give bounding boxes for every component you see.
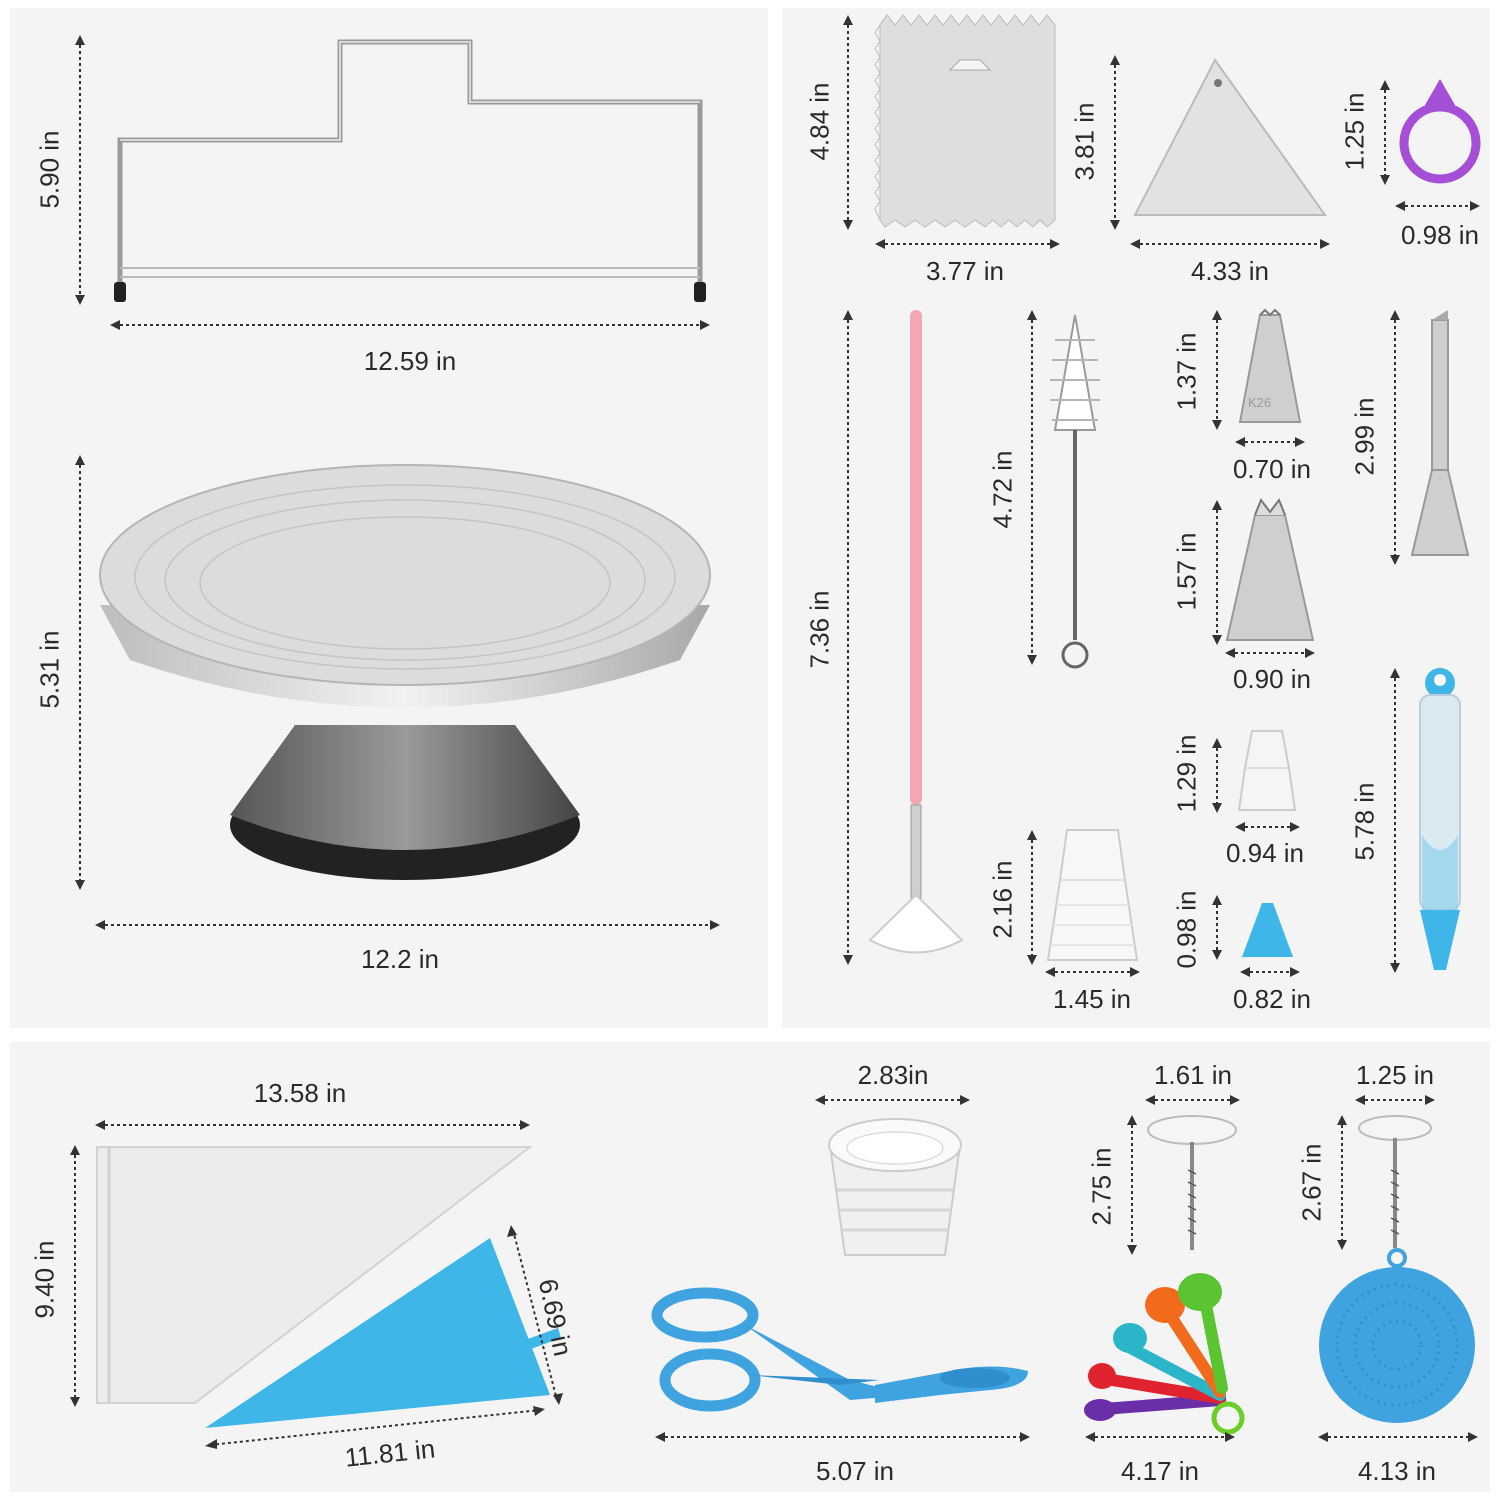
ring-width-label: 0.98 in [1400,220,1480,250]
rect-scraper-height-label: 4.84 in [804,82,835,161]
flower-nail-small-height-label: 2.67 in [1296,1143,1327,1222]
disposable-bag-width-label: 13.58 in [253,1078,347,1108]
dimension-line-horizontal [815,1095,970,1105]
dimension-line-horizontal [95,1120,530,1130]
silicone-scrubber-width-label: 4.13 in [1357,1456,1437,1486]
dimension-line-vertical [1127,1115,1137,1255]
dimension-line-vertical [1212,738,1222,813]
dimension-line-vertical [70,1145,80,1407]
ring-height-label: 1.25 in [1339,92,1370,171]
dimension-line-vertical [1110,55,1120,230]
triangle-scraper-image [1133,58,1327,216]
dimension-line-horizontal [655,1432,1030,1442]
dimension-line-horizontal [1085,1432,1235,1442]
dimension-line-vertical [843,15,853,230]
fan-brush-height-label: 7.36 in [804,590,835,669]
dimension-line-diagonal [507,1225,563,1405]
dimension-line-horizontal [1130,239,1330,249]
dimension-line-horizontal [1355,1095,1435,1105]
disposable-bag-height-label: 9.40 in [29,1240,60,1319]
turntable-height-label: 5.31 in [34,630,65,709]
flower-nail-large-image [1147,1115,1237,1250]
blue-cone-height-label: 0.98 in [1171,890,1202,969]
cupcake-liners-width-label: 2.83in [857,1060,929,1090]
dimension-line-horizontal [1145,1095,1240,1105]
dimension-line-horizontal [875,239,1060,249]
dimension-line-vertical [1212,500,1222,645]
small-coupler-image [1237,730,1297,811]
rect-scraper-width-label: 3.77 in [925,256,1005,286]
small-coupler-width-label: 0.94 in [1225,838,1305,868]
silicone-scrubber-image [1319,1248,1475,1423]
ring-image [1399,79,1481,184]
measuring-spoons-width-label: 4.17 in [1120,1456,1200,1486]
triangle-scraper-height-label: 3.81 in [1069,102,1100,181]
turntable-image [99,464,711,880]
disposable-bag-image [96,1146,533,1404]
tip-k26-width-label: 0.70 in [1232,454,1312,484]
flower-nail-large-height-label: 2.75 in [1086,1147,1117,1226]
silicone-bag-image [205,1238,561,1428]
dimension-line-diagonal [205,1406,545,1449]
fan-brush-image [868,310,964,954]
rect-scraper-image [874,14,1056,228]
blue-cone-image [1242,903,1293,957]
dimension-line-horizontal [110,320,710,330]
scissors-image [651,1287,1028,1412]
tip-russian-image [1225,497,1315,641]
dimension-line-horizontal [1240,967,1300,977]
dimension-line-horizontal [1395,201,1480,211]
dimension-line-vertical [75,455,85,890]
decorating-pen-height-label: 5.78 in [1349,782,1380,861]
turntable-width-label: 12.2 in [360,944,440,974]
cake-leveler-height-label: 5.90 in [34,130,65,209]
cake-leveler-width-label: 12.59 in [363,346,457,376]
dimension-line-vertical [1027,310,1037,665]
dimension-line-vertical [1337,1115,1347,1250]
cake-leveler-image [114,39,706,302]
flower-nail-small-width-label: 1.25 in [1355,1060,1435,1090]
tip-russian-height-label: 1.57 in [1171,532,1202,611]
dimension-line-vertical [1212,310,1222,430]
measuring-spoons-image [1084,1273,1245,1435]
tip-k26-height-label: 1.37 in [1171,332,1202,411]
large-coupler-width-label: 1.45 in [1052,984,1132,1014]
cupcake-liners-image [828,1118,962,1256]
dimension-line-vertical [843,310,853,965]
dimension-line-horizontal [1235,437,1305,447]
scissors-width-label: 5.07 in [815,1456,895,1486]
tip-k26-engraving: K26 [1248,395,1272,410]
dimension-line-horizontal [1235,822,1300,832]
dimension-line-horizontal [1045,967,1140,977]
cleaning-brush-height-label: 4.72 in [987,450,1018,529]
tip-filling-height-label: 2.99 in [1349,397,1380,476]
cleaning-brush-image [1050,314,1100,669]
dimension-line-vertical [1027,830,1037,965]
tip-filling-image [1410,310,1470,556]
dimension-line-horizontal [95,920,720,930]
decorating-pen-image [1419,668,1461,970]
dimension-line-horizontal [1318,1432,1478,1442]
flower-nail-small-image [1358,1115,1432,1248]
small-coupler-height-label: 1.29 in [1171,734,1202,813]
dimension-line-vertical [1390,310,1400,565]
blue-cone-width-label: 0.82 in [1232,984,1312,1014]
tip-k26-image [1238,308,1302,423]
large-coupler-height-label: 2.16 in [987,860,1018,939]
flower-nail-large-width-label: 1.61 in [1153,1060,1233,1090]
dimension-line-vertical [75,35,85,305]
triangle-scraper-width-label: 4.33 in [1190,256,1270,286]
dimension-line-vertical [1390,668,1400,973]
dimension-line-vertical [1380,80,1390,185]
dimension-line-vertical [1212,895,1222,960]
tip-russian-width-label: 0.90 in [1232,664,1312,694]
dimension-line-horizontal [1225,648,1315,658]
large-coupler-image [1046,829,1139,961]
